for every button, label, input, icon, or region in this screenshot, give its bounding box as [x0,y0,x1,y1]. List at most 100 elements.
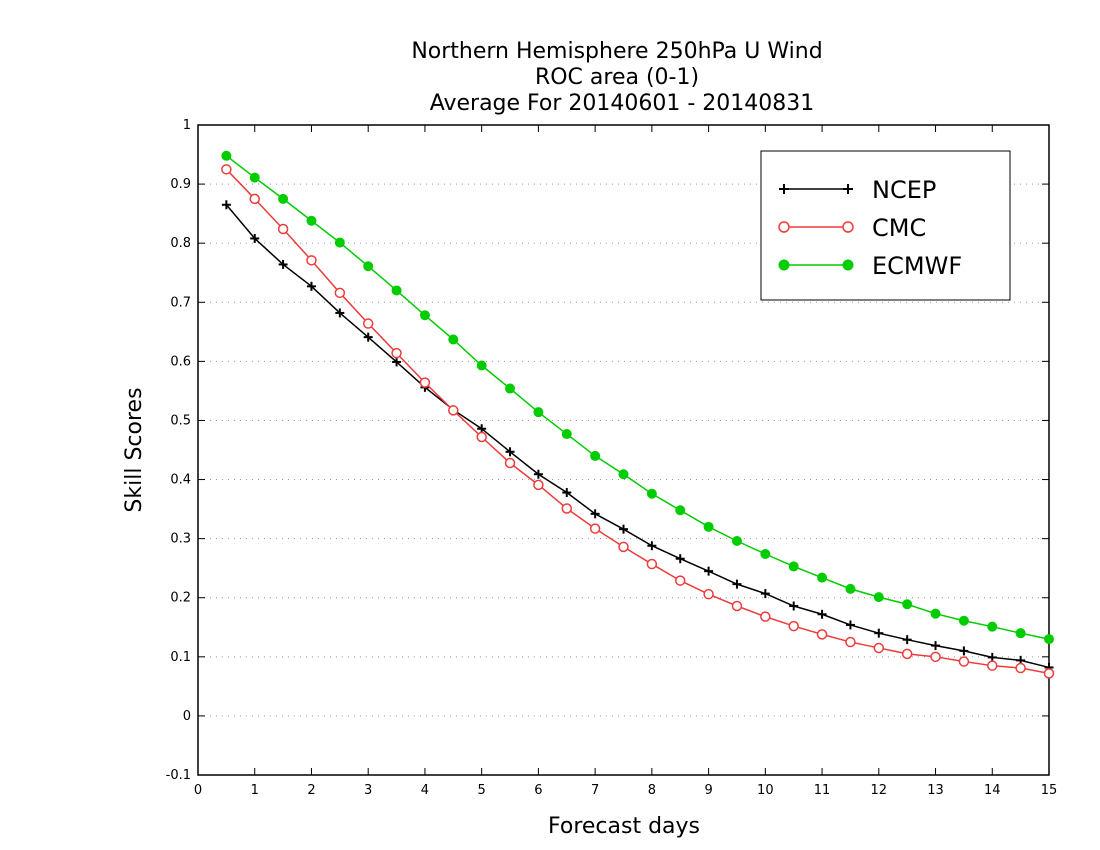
y-tick-label: 0 [183,709,191,724]
x-tick-label: 7 [591,783,599,798]
plot-frame [197,124,1050,776]
x-tick-label: 11 [814,783,831,798]
data-point-cmc [987,660,998,671]
data-point-ecmwf [987,621,998,632]
x-tick-label: 15 [1041,783,1058,798]
y-tick-label: 0.5 [170,413,191,428]
series-cmc [221,164,1055,679]
data-point-ecmwf [902,599,913,610]
chart-title: Northern Hemisphere 250hPa U Wind ROC ar… [411,39,822,116]
x-tick-label: 1 [251,783,259,798]
data-point-cmc [504,457,516,469]
data-point-cmc [845,636,856,648]
chart-title-line-3: Average For 20140601 - 20140831 [430,91,815,116]
x-tick-label: 8 [648,783,656,798]
chart-legend: NCEP CMC ECMWF [760,150,1011,301]
legend-marker-ncep [779,184,789,194]
data-point-ecmwf [306,215,317,226]
data-point-ecmwf [505,383,516,394]
data-point-ncep [732,579,742,589]
data-point-ecmwf [845,583,856,594]
x-axis-label: Forecast days [548,814,700,839]
data-point-ncep [619,524,628,534]
data-point-cmc [1043,668,1055,679]
data-point-cmc [419,377,431,388]
legend-box [760,150,1011,301]
data-point-cmc [249,193,260,205]
x-tick-label: 9 [704,783,712,798]
data-point-ecmwf [646,488,657,499]
data-point-ecmwf [1015,628,1026,639]
data-point-ncep [845,620,855,630]
legend-marker-ecmwf [778,259,790,271]
data-point-cmc [391,347,402,359]
data-point-cmc [618,541,629,553]
data-point-ecmwf [873,592,884,603]
legend-label-ecmwf: ECMWF [872,252,962,280]
data-point-cmc [901,648,913,660]
y-tick-label: 0.9 [170,177,191,192]
y-tick-label: 1 [183,118,191,133]
series-ecmwf [221,150,1054,645]
x-tick-label: 4 [421,783,429,798]
data-point-ncep [675,554,685,564]
data-point-ecmwf [675,505,686,516]
data-point-ecmwf [533,407,544,418]
data-point-cmc [476,431,487,443]
data-point-ecmwf [221,150,232,161]
legend-label-cmc: CMC [872,214,926,242]
data-point-cmc [958,656,970,667]
data-point-cmc [277,223,289,235]
x-tick-label: 5 [478,783,486,798]
legend-entry-ecmwf: ECMWF [778,252,962,280]
x-tick-label: 14 [984,783,1001,798]
legend-marker-ecmwf [842,259,854,271]
data-point-ncep [760,589,770,599]
data-point-cmc [646,558,658,570]
data-point-ecmwf [278,193,289,204]
x-tick-label: 0 [194,783,202,798]
data-point-ncep [278,259,288,269]
data-point-ecmwf [419,310,430,321]
data-point-ecmwf [618,469,629,480]
data-point-ncep [221,200,231,210]
y-axis-label: Skill Scores [122,387,147,512]
data-point-cmc [674,575,686,586]
data-point-ncep [363,332,373,342]
data-point-cmc [533,479,544,491]
x-tick-label: 10 [757,783,774,798]
y-tick-label: -0.1 [166,768,191,783]
data-point-cmc [306,255,317,266]
data-point-cmc [788,620,799,632]
legend-label-ncep: NCEP [872,176,936,204]
data-point-ecmwf [958,615,969,626]
data-series [221,150,1055,679]
data-point-ecmwf [476,360,487,371]
x-tick-label: 6 [534,783,542,798]
x-tick-label: 12 [871,783,888,798]
data-point-ncep [874,628,884,638]
data-point-ncep [533,469,543,479]
legend-marker-ncep [843,184,853,194]
legend-entry-cmc: CMC [778,214,926,242]
x-tick-label: 3 [364,783,372,798]
data-point-ncep [647,541,657,551]
data-point-ecmwf [703,521,714,532]
data-point-ecmwf [731,536,742,546]
data-point-ecmwf [930,608,941,619]
legend-marker-cmc [842,221,854,233]
data-point-ncep [590,509,600,519]
data-point-ncep [250,233,260,243]
data-point-ecmwf [817,572,828,583]
data-point-ncep [704,566,714,576]
y-tick-label: 0.6 [170,354,191,369]
data-point-cmc [334,287,346,299]
data-point-cmc [362,318,374,329]
data-point-cmc [1015,662,1026,674]
data-point-cmc [448,405,459,416]
legend-entry-ncep: NCEP [779,176,936,204]
data-point-ecmwf [788,561,799,572]
data-point-ncep [392,357,402,367]
data-point-cmc [873,642,885,654]
